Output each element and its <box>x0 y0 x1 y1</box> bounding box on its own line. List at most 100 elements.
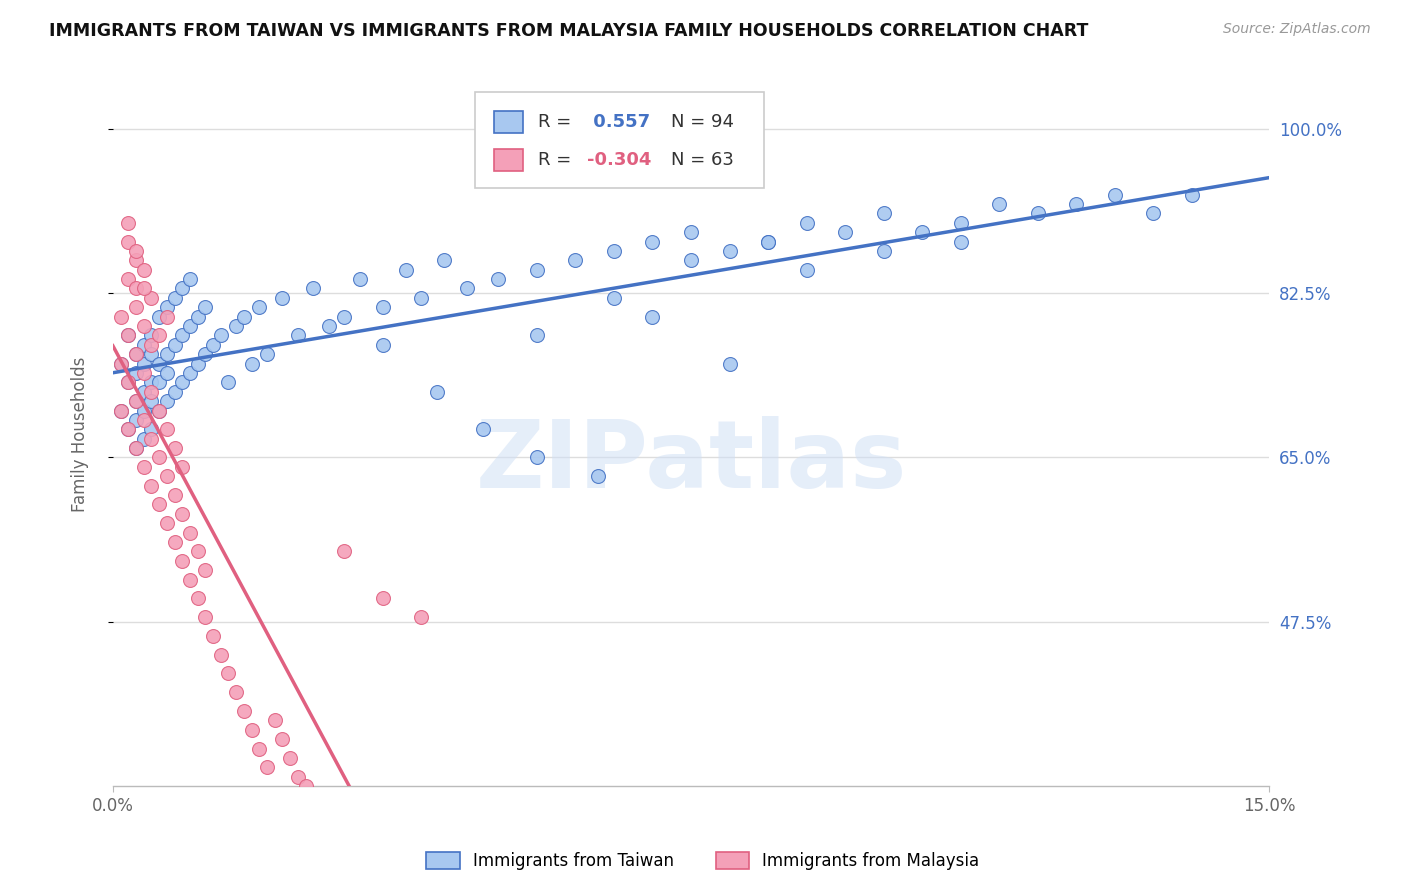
Point <box>232 310 254 324</box>
Point <box>141 338 163 352</box>
Point <box>949 235 972 249</box>
Point <box>194 610 217 624</box>
Point <box>125 300 148 314</box>
Point <box>294 779 316 793</box>
Point <box>217 376 239 390</box>
Point <box>125 366 148 380</box>
Point <box>132 262 155 277</box>
Point <box>117 328 139 343</box>
Point <box>117 235 139 249</box>
Point <box>411 291 433 305</box>
Point <box>232 704 254 718</box>
Point <box>141 478 163 492</box>
Point <box>217 666 239 681</box>
FancyBboxPatch shape <box>495 111 523 133</box>
Point <box>240 723 263 737</box>
Point <box>132 319 155 334</box>
Point <box>333 310 356 324</box>
Legend: Immigrants from Taiwan, Immigrants from Malaysia: Immigrants from Taiwan, Immigrants from … <box>420 845 986 877</box>
Point <box>163 535 186 549</box>
Point <box>156 394 179 409</box>
Point <box>526 328 548 343</box>
Point <box>110 403 132 417</box>
Point <box>125 244 148 258</box>
Point <box>1142 206 1164 220</box>
Point <box>371 300 394 314</box>
Point <box>588 469 610 483</box>
Point <box>796 216 818 230</box>
Point <box>125 441 148 455</box>
Point <box>603 244 626 258</box>
Point <box>179 525 201 540</box>
Point <box>132 459 155 474</box>
Point <box>179 366 201 380</box>
Point <box>148 498 170 512</box>
Point <box>117 328 139 343</box>
Point <box>141 432 163 446</box>
Point <box>349 272 371 286</box>
Point <box>247 741 270 756</box>
Point <box>271 291 294 305</box>
Point <box>148 310 170 324</box>
Point <box>148 450 170 465</box>
Point <box>163 488 186 502</box>
Point <box>256 347 278 361</box>
Point <box>202 629 225 643</box>
Point <box>141 394 163 409</box>
Point <box>1066 197 1088 211</box>
Point <box>132 281 155 295</box>
Point <box>172 376 194 390</box>
Point <box>141 422 163 436</box>
Point <box>110 403 132 417</box>
Point <box>110 357 132 371</box>
Point <box>172 459 194 474</box>
Point <box>141 376 163 390</box>
Point <box>209 328 232 343</box>
Point <box>148 403 170 417</box>
Point <box>117 376 139 390</box>
Point <box>125 394 148 409</box>
Point <box>263 714 285 728</box>
Y-axis label: Family Households: Family Households <box>72 356 89 512</box>
Point <box>240 357 263 371</box>
Point <box>132 357 155 371</box>
Point <box>209 648 232 662</box>
Point <box>247 300 270 314</box>
Point <box>132 338 155 352</box>
Point <box>318 319 340 334</box>
Point <box>141 328 163 343</box>
Point <box>679 225 702 239</box>
Point <box>117 376 139 390</box>
Point <box>187 591 209 606</box>
Point <box>156 469 179 483</box>
Point <box>225 319 247 334</box>
Point <box>156 366 179 380</box>
Point <box>125 394 148 409</box>
Point <box>141 384 163 399</box>
Point <box>287 770 309 784</box>
Point <box>125 413 148 427</box>
Point <box>163 384 186 399</box>
Text: 0.557: 0.557 <box>586 113 650 131</box>
Point <box>395 262 418 277</box>
Text: Source: ZipAtlas.com: Source: ZipAtlas.com <box>1223 22 1371 37</box>
Point <box>426 384 449 399</box>
Point <box>141 291 163 305</box>
Text: R =: R = <box>538 113 578 131</box>
Point <box>117 422 139 436</box>
Text: ZIPatlas: ZIPatlas <box>475 417 907 508</box>
Point <box>172 328 194 343</box>
Point <box>756 235 779 249</box>
Point <box>117 272 139 286</box>
Point <box>163 338 186 352</box>
Point <box>125 347 148 361</box>
Point <box>911 225 934 239</box>
Point <box>132 366 155 380</box>
Point <box>187 357 209 371</box>
Point <box>172 554 194 568</box>
FancyBboxPatch shape <box>495 149 523 171</box>
Point <box>172 281 194 295</box>
Point <box>141 347 163 361</box>
Point <box>456 281 478 295</box>
Point <box>287 328 309 343</box>
